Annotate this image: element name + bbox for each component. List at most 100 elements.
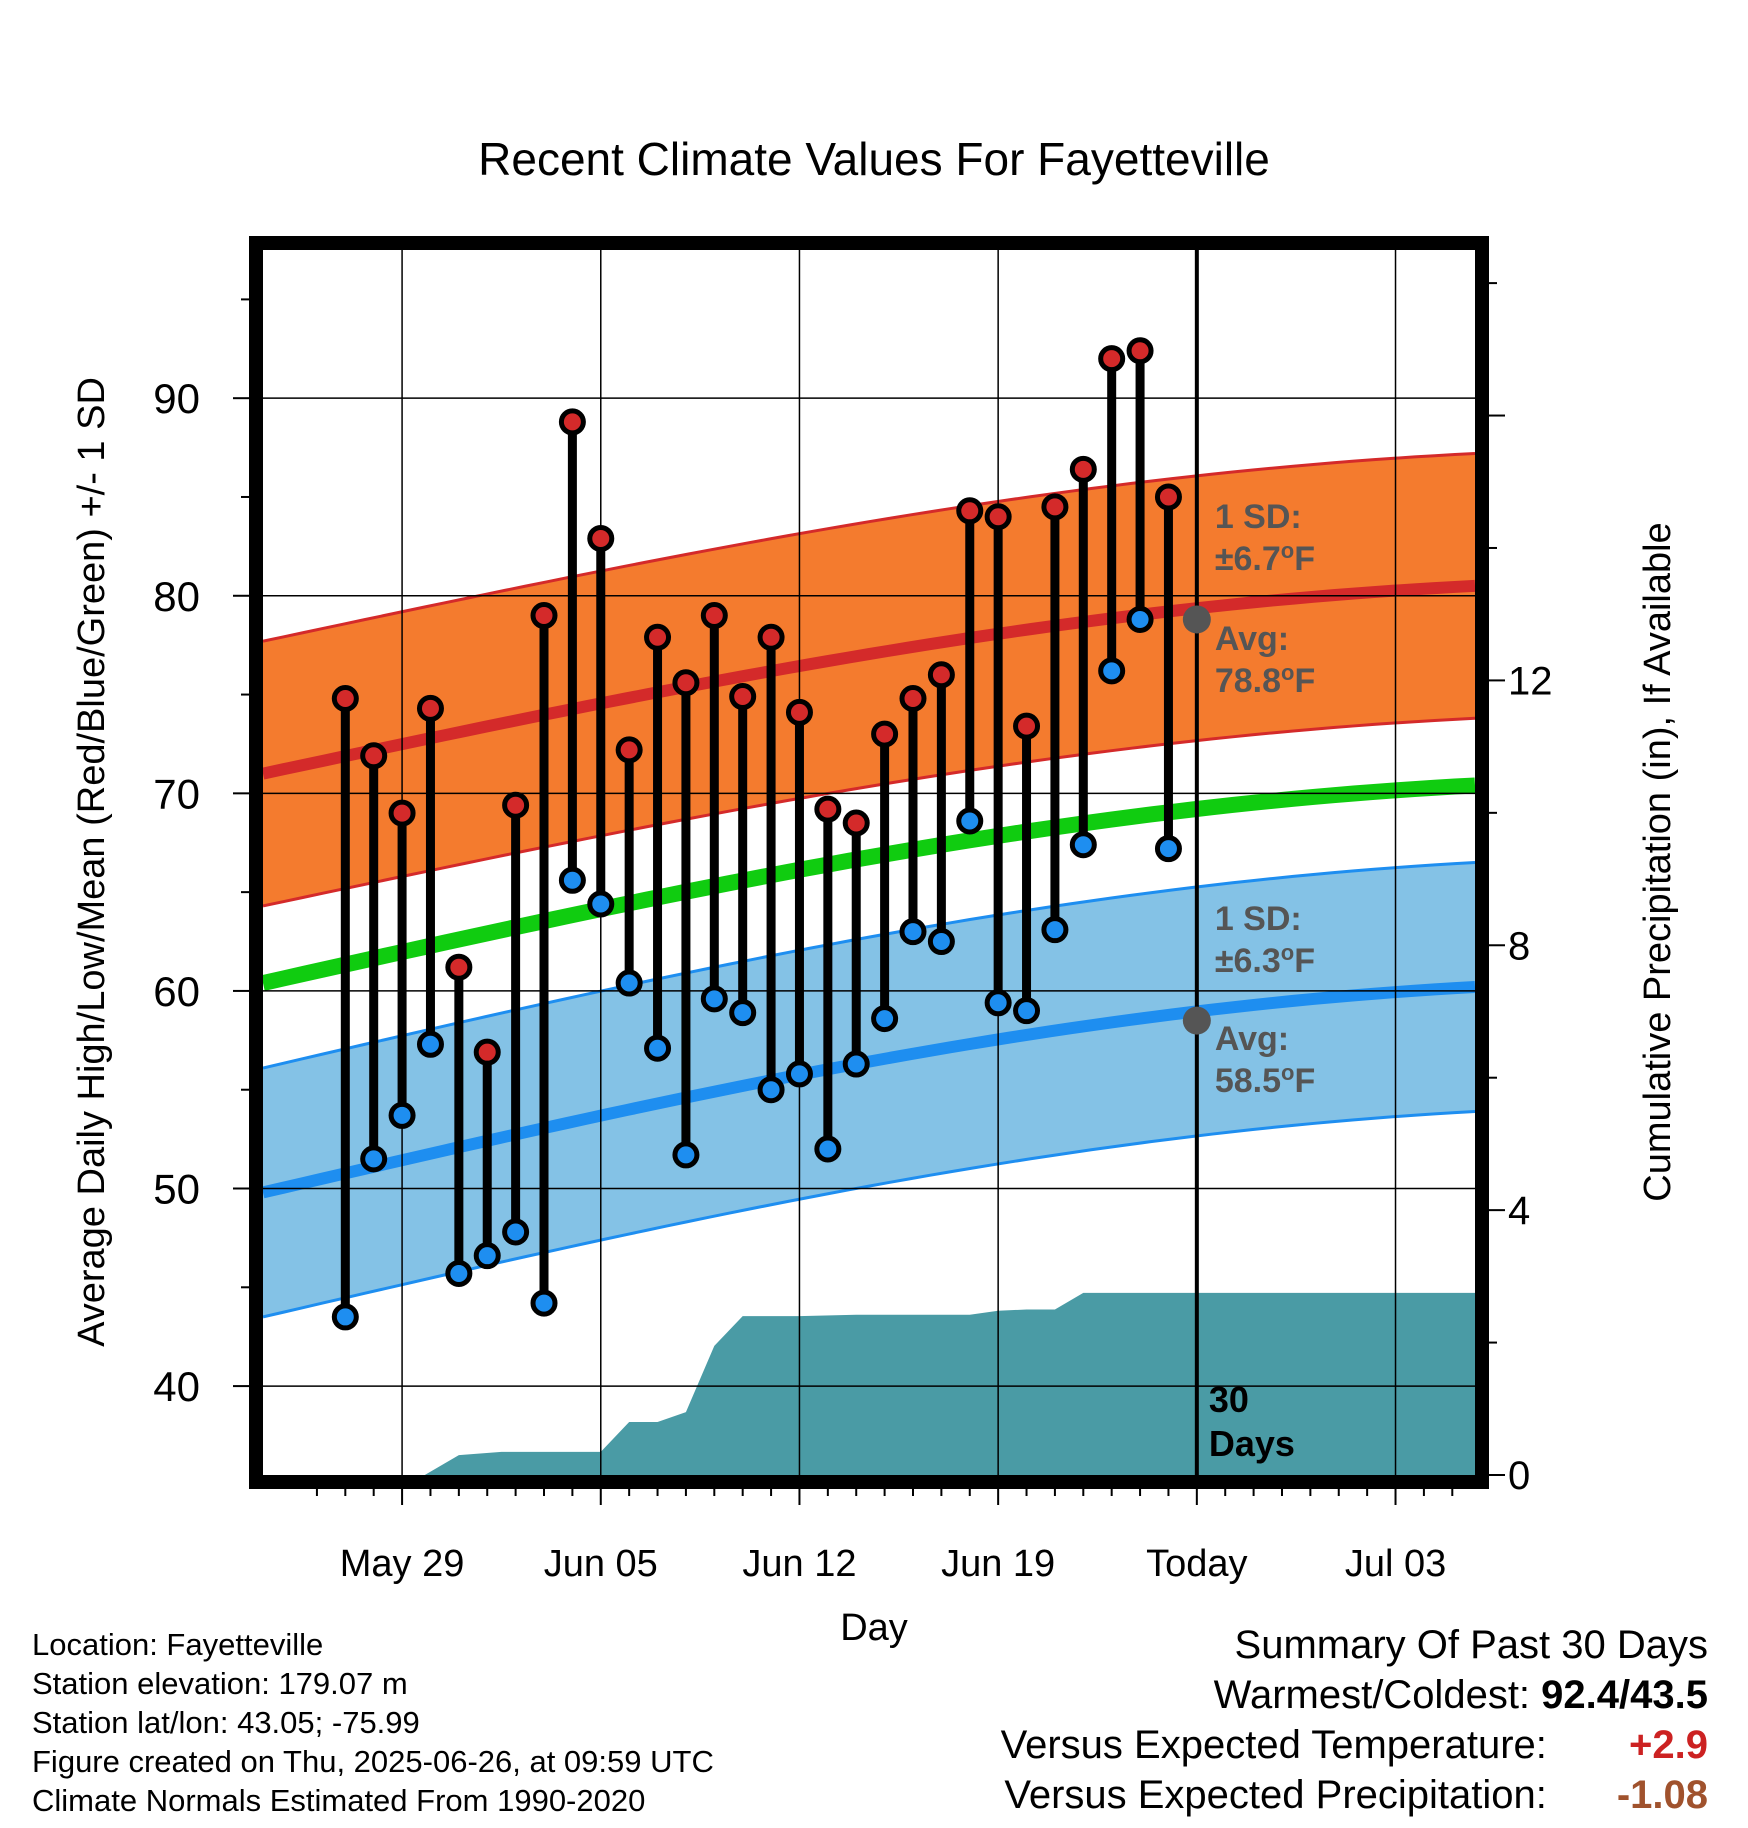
today-window-label: Days [1209,1423,1295,1464]
daily-low-point [927,928,955,956]
daily-low-point [984,989,1012,1017]
plot-frame [249,236,1489,1489]
summary-precip: Versus Expected Precipitation: -1.08 [1001,1770,1708,1820]
daily-low-point [814,1135,842,1163]
y-tick-label: 80 [153,573,200,620]
daily-low-point [615,969,643,997]
daily-low-point [331,1303,359,1331]
daily-low-point [644,1034,672,1062]
daily-high-point [331,685,359,713]
daily-high-point [1041,493,1069,521]
daily-low-point [558,866,586,894]
daily-low-point [871,1005,899,1033]
daily-high-point [1098,345,1126,373]
daily-low-point [672,1141,700,1169]
y-axis-label: Average Daily High/Low/Mean (Red/Blue/Gr… [71,377,113,1347]
x-tick-label: May 29 [340,1543,465,1585]
daily-low-point [473,1242,501,1270]
daily-low-point [1013,997,1041,1025]
daily-high-point [899,685,927,713]
normals-text: Climate Normals Estimated From 1990-2020 [32,1783,646,1818]
x-tick-label: Jun 05 [544,1543,658,1585]
today-window-label: 30 [1209,1379,1249,1420]
normal-low-band [263,862,1475,1317]
daily-high-point [1154,483,1182,511]
daily-high-point [360,742,388,770]
daily-low-point [1041,916,1069,944]
daily-low-point [729,999,757,1027]
temp-label: Versus Expected Temperature: [1000,1723,1547,1767]
daily-high-point [729,683,757,711]
x-axis-label: Day [840,1607,908,1649]
daily-low-point [502,1218,530,1246]
x-tick-label: Jul 03 [1345,1543,1446,1585]
high-avg-value: 78.8oF [1215,660,1315,700]
daily-high-point [1069,455,1097,483]
daily-high-point [445,953,473,981]
y2-tick-label: 0 [1508,1454,1530,1498]
temp-value: +2.9 [1629,1723,1708,1767]
low-avg-value: 58.5oF [1215,1060,1315,1100]
daily-high-point [842,809,870,837]
daily-high-point [1013,712,1041,740]
summary-temp: Versus Expected Temperature: +2.9 [1001,1720,1708,1770]
high-sd-label: 1 SD: [1215,498,1302,536]
daily-low-point [530,1289,558,1317]
daily-high-point [757,623,785,651]
y-tick-label: 50 [153,1166,200,1213]
normal-high-lower-sd-line [263,716,1475,908]
daily-low-point [842,1050,870,1078]
summary-title: Summary Of Past 30 Days [1234,1623,1708,1667]
daily-low-point [700,985,728,1013]
daily-low-point [416,1030,444,1058]
latlon-text: Station lat/lon: 43.05; -75.99 [32,1705,420,1740]
daily-high-point [502,791,530,819]
daily-low-point [757,1076,785,1104]
location-text: Location: Fayetteville [32,1627,324,1662]
summary-panel: Summary Of Past 30 Days Warmest/Coldest:… [1001,1620,1708,1820]
avg-low-marker [1182,1006,1211,1035]
warm-cold-value: 92.4/43.5 [1541,1673,1708,1717]
daily-high-point [956,497,984,525]
daily-low-point [956,807,984,835]
daily-low-point [445,1259,473,1287]
y-tick-label: 90 [153,375,200,422]
daily-high-point [672,669,700,697]
precip-value: -1.08 [1616,1773,1708,1817]
summary-warm-cold: Warmest/Coldest: 92.4/43.5 [1001,1670,1708,1720]
daily-high-point [984,503,1012,531]
daily-low-point [1069,831,1097,859]
daily-high-point [416,694,444,722]
daily-high-point [615,736,643,764]
daily-high-point [814,795,842,823]
y-tick-label: 40 [153,1363,200,1410]
low-avg-label: Avg: [1215,1020,1289,1058]
normal-mean-line [263,777,1475,991]
high-avg-label: Avg: [1215,620,1289,658]
y2-tick-label: 4 [1508,1189,1530,1233]
y-tick-label: 60 [153,968,200,1015]
daily-low-point [587,890,615,918]
high-sd-value: ±6.7oF [1215,538,1315,578]
daily-low-point [899,918,927,946]
x-tick-label: Jun 12 [742,1543,856,1585]
low-sd-label: 1 SD: [1215,900,1302,938]
warm-cold-label: Warmest/Coldest: [1213,1673,1531,1717]
daily-low-point [1098,657,1126,685]
normal-high-line [263,579,1475,780]
y2-tick-label: 8 [1508,924,1530,968]
daily-high-point [927,661,955,689]
y2-tick-label: 12 [1508,659,1553,703]
elevation-text: Station elevation: 179.07 m [32,1666,408,1701]
daily-low-point [1126,605,1154,633]
plot-inner [263,250,1475,1475]
daily-high-point [558,408,586,436]
daily-high-point [785,698,813,726]
precip-area [424,1292,1475,1475]
station-info: Location: Fayetteville Station elevation… [32,1625,714,1820]
daily-high-point [700,602,728,630]
daily-high-point [473,1038,501,1066]
x-tick-label: Jun 19 [941,1543,1055,1585]
y-tick-label: 70 [153,770,200,817]
